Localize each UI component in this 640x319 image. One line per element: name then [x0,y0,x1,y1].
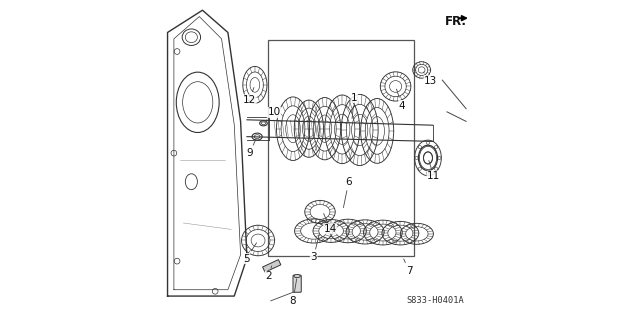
Text: 9: 9 [246,139,256,158]
Text: 12: 12 [243,87,256,105]
Text: 5: 5 [243,243,257,263]
Ellipse shape [294,274,300,278]
Text: 1: 1 [351,93,358,119]
Polygon shape [262,260,281,272]
Text: 3: 3 [310,234,319,262]
Text: 4: 4 [396,89,405,110]
Text: 10: 10 [266,108,280,121]
Text: FR.: FR. [445,15,467,28]
Text: 14: 14 [324,213,337,234]
Text: 2: 2 [265,266,272,281]
Text: 11: 11 [427,160,440,181]
Text: 7: 7 [404,259,412,276]
Text: 13: 13 [424,72,437,86]
Text: S833-H0401A: S833-H0401A [406,296,464,305]
FancyBboxPatch shape [293,275,301,292]
Text: 8: 8 [290,279,297,306]
Text: 6: 6 [344,177,352,208]
